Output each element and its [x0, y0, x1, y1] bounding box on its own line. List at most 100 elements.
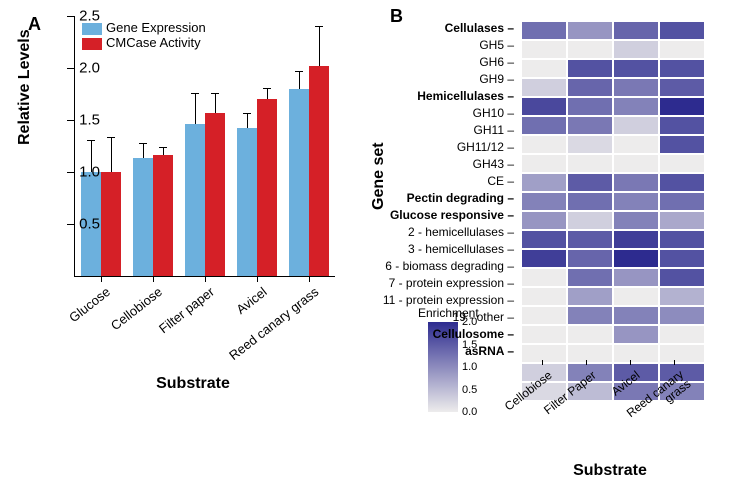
panel-a-ytick-label: 1.0 [79, 164, 100, 181]
legend-label-gene-expression: Gene Expression [106, 20, 206, 35]
heatmap-cell [660, 231, 704, 248]
heatmap-cell [660, 79, 704, 96]
panel-a-legend: Gene Expression CMCase Activity [82, 20, 206, 50]
heatmap-cell [568, 155, 612, 172]
bar-gene-expression [289, 89, 309, 276]
heatmap-cell [614, 212, 658, 229]
heatmap-cell [568, 288, 612, 305]
colorbar-tick-label: 1.5 [462, 339, 477, 351]
heatmap-cell [614, 307, 658, 324]
heatmap-cell [660, 212, 704, 229]
heatmap-cell [522, 155, 566, 172]
heatmap-cell [568, 98, 612, 115]
heatmap-cell [660, 117, 704, 134]
heatmap-cell [522, 60, 566, 77]
heatmap-cell [568, 174, 612, 191]
heatmap-row-label: GH9 – [479, 71, 514, 88]
panel-a-ytick-label: 0.5 [79, 216, 100, 233]
panel-b-y-axis-title: Gene set [370, 142, 388, 210]
heatmap-cell [568, 345, 612, 362]
heatmap-cell [614, 79, 658, 96]
bar-cmcase-activity [205, 113, 225, 276]
heatmap-cell [660, 307, 704, 324]
heatmap-row-label: GH6 – [479, 54, 514, 71]
legend-swatch-cmcase-activity [82, 38, 102, 50]
heatmap-cell [660, 193, 704, 210]
heatmap-row-label: Glucose responsive – [390, 207, 514, 224]
heatmap-cell [568, 193, 612, 210]
heatmap-cell [568, 79, 612, 96]
colorbar-tick-label: 2.0 [462, 316, 477, 328]
heatmap-cell [522, 41, 566, 58]
heatmap-cell [522, 326, 566, 343]
heatmap-cell [522, 136, 566, 153]
heatmap-cell [660, 250, 704, 267]
heatmap-row-label: GH5 – [479, 37, 514, 54]
bar-cmcase-activity [101, 172, 121, 276]
heatmap-cell [614, 326, 658, 343]
heatmap-cell [522, 22, 566, 39]
heatmap-cell [660, 326, 704, 343]
panel-a-y-axis-title: Relative Levels [16, 29, 34, 145]
heatmap-cell [568, 307, 612, 324]
heatmap-cell [568, 212, 612, 229]
heatmap-cell [614, 98, 658, 115]
heatmap-cell [522, 231, 566, 248]
heatmap-grid [520, 20, 706, 402]
heatmap-cell [522, 345, 566, 362]
heatmap-cell [568, 269, 612, 286]
heatmap-cell [660, 98, 704, 115]
heatmap-cell [568, 60, 612, 77]
heatmap-cell [614, 136, 658, 153]
heatmap-cell [660, 155, 704, 172]
panel-a-axes [74, 16, 335, 277]
heatmap-cell [614, 345, 658, 362]
heatmap-cell [568, 231, 612, 248]
heatmap-cell [614, 269, 658, 286]
heatmap-row-label: Hemicellulases – [417, 88, 514, 105]
heatmap-cell [660, 41, 704, 58]
panel-b-heatmap: Gene set Substrate Enrichment Cellulases… [370, 10, 726, 494]
legend-label-cmcase-activity: CMCase Activity [106, 35, 201, 50]
heatmap-cell [614, 155, 658, 172]
panel-b-x-axis-title: Substrate [520, 462, 700, 480]
heatmap-cell [614, 117, 658, 134]
panel-a-ytick-label: 2.0 [79, 60, 100, 77]
panel-a-ytick-label: 2.5 [79, 8, 100, 25]
colorbar-tick-label: 0.5 [462, 384, 477, 396]
heatmap-cell [522, 174, 566, 191]
heatmap-row-label: GH11/12 – [457, 139, 514, 156]
panel-a-xtick-label: Filter paper [156, 284, 217, 336]
bar-gene-expression [133, 158, 153, 276]
heatmap-cell [522, 288, 566, 305]
heatmap-cell [614, 231, 658, 248]
heatmap-cell [614, 250, 658, 267]
heatmap-cell [568, 22, 612, 39]
bar-cmcase-activity [257, 99, 277, 276]
panel-a-xtick-label: Reed canary grass [226, 284, 321, 363]
bar-cmcase-activity [153, 155, 173, 276]
heatmap-cell [660, 288, 704, 305]
heatmap-cell [614, 193, 658, 210]
heatmap-cell [660, 22, 704, 39]
panel-a-xtick-label: Avicel [233, 284, 269, 317]
heatmap-cell [660, 60, 704, 77]
panel-a-xtick-label: Glucose [66, 284, 113, 325]
heatmap-row-label: 7 - protein expression – [389, 275, 514, 292]
heatmap-cell [614, 288, 658, 305]
heatmap-row-label: GH11 – [474, 122, 514, 139]
heatmap-row-label: 2 - hemicellulases – [408, 224, 514, 241]
heatmap-row-label: Cellulases – [445, 20, 514, 37]
heatmap-row-label: 11 - protein expression – [383, 292, 514, 309]
heatmap-cell [522, 250, 566, 267]
heatmap-cell [522, 79, 566, 96]
heatmap-cell [660, 136, 704, 153]
heatmap-row-label: 3 - hemicellulases – [408, 241, 514, 258]
heatmap-row-label: GH10 – [473, 105, 514, 122]
heatmap-cell [522, 269, 566, 286]
heatmap-row-label: CE – [487, 173, 514, 190]
heatmap-cell [614, 60, 658, 77]
heatmap-row-label: 6 - biomass degrading – [385, 258, 514, 275]
heatmap-cell [568, 41, 612, 58]
heatmap-cell [568, 250, 612, 267]
